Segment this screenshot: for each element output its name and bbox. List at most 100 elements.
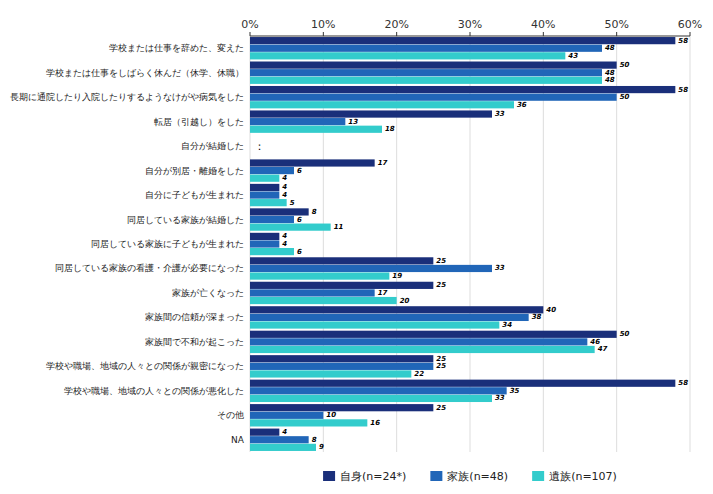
category-label: 自分に子どもが生まれた [145, 190, 244, 200]
tick-mark [543, 32, 544, 36]
tick-mark [616, 32, 617, 36]
data-label: 22 [414, 370, 424, 378]
tick-mark [690, 32, 691, 36]
bar [250, 419, 367, 426]
data-label: 18 [385, 125, 395, 133]
bar [250, 248, 294, 255]
data-label: 6 [297, 216, 302, 224]
bar [250, 395, 492, 402]
bar [250, 167, 294, 174]
bar [250, 355, 433, 362]
bar [250, 436, 309, 443]
data-label: 17 [378, 159, 388, 167]
data-label: 35 [510, 387, 520, 395]
bar [250, 150, 251, 157]
data-label: 38 [532, 313, 542, 321]
tick-mark [396, 32, 397, 36]
bar [250, 224, 331, 231]
category-label: 同居している家族に子どもが生まれた [91, 239, 244, 249]
bar [250, 338, 587, 345]
category-label: 学校や職場、地域の人々との関係が悪化した [64, 386, 244, 396]
tick-mark [470, 32, 471, 36]
data-label: 4 [282, 191, 287, 199]
data-label: 6 [297, 248, 302, 256]
data-label: 8 [312, 208, 317, 216]
tick-mark [323, 32, 324, 36]
bar [250, 77, 602, 84]
data-label: 8 [312, 436, 317, 444]
category-label: 家族が亡くなった [172, 288, 244, 298]
bar [250, 233, 279, 240]
data-label: 9 [319, 443, 324, 451]
tick-mark [250, 32, 251, 36]
category-label: 長期に通院したり入院したりするようなけがや病気をした [10, 92, 244, 102]
bar [250, 208, 309, 215]
data-label: 19 [392, 272, 402, 280]
y-axis: 学校または仕事を辞めた、変えた学校または仕事をしばらく休んだ（休学、休職） 長期に… [10, 43, 245, 445]
bar [250, 387, 507, 394]
legend-swatch [430, 471, 442, 481]
data-label: 11 [334, 223, 344, 231]
grid [250, 36, 690, 452]
bar [250, 444, 316, 451]
legend-label: 遺族(n=107) [549, 470, 617, 483]
bar [250, 52, 565, 59]
data-label: 33 [495, 394, 505, 402]
annotations: ： [254, 140, 265, 153]
tick-label: 60% [678, 18, 702, 31]
data-label: 48 [605, 76, 615, 84]
data-label: 25 [436, 281, 446, 289]
bar [250, 272, 389, 279]
bars [250, 37, 675, 451]
data-label: 25 [436, 404, 446, 412]
bar [250, 191, 279, 198]
category-label: 学校または仕事をしばらく休んだ（休学、休職） [46, 68, 244, 78]
data-label: 40 [546, 306, 556, 314]
legend-item: 遺族(n=107) [532, 470, 617, 483]
bar [250, 184, 279, 191]
data-label: 33 [495, 264, 505, 272]
data-label: 34 [502, 321, 512, 329]
bar [250, 126, 382, 133]
bar [250, 62, 617, 69]
data-label: 58 [678, 379, 688, 387]
data-label: 4 [282, 174, 287, 182]
bar [250, 289, 375, 296]
legend-label: 家族(n=48) [447, 470, 508, 483]
bar [250, 86, 675, 93]
data-label: 25 [436, 362, 446, 370]
tick-label: 10% [311, 18, 335, 31]
bar [250, 118, 345, 125]
category-label: 自分が別居・離婚をした [145, 166, 244, 176]
data-label: 13 [348, 118, 358, 126]
bar [250, 257, 433, 264]
bar [250, 101, 514, 108]
data-label: 48 [605, 44, 615, 52]
bar [250, 314, 529, 321]
data-label: 6 [297, 167, 302, 175]
bar [250, 94, 617, 101]
bar [250, 282, 433, 289]
legend-swatch [532, 471, 544, 481]
bar [250, 143, 251, 150]
bar [250, 159, 375, 166]
bar [250, 135, 251, 142]
category-label: 学校や職場、地域の人々との関係が親密になった [46, 361, 244, 371]
legend: 自身(n=24*) 家族(n=48) 遺族(n=107) [323, 470, 617, 483]
category-label: 学校または仕事を辞めた、変えた [109, 43, 244, 53]
bar [250, 37, 675, 44]
bar [250, 45, 602, 52]
legend-label: 自身(n=24*) [340, 470, 406, 483]
bar [250, 412, 323, 419]
category-label: 自分が結婚した [181, 141, 244, 151]
data-label: 17 [378, 289, 388, 297]
x-axis: 0%10%20%30%40%50%60% [241, 18, 702, 36]
category-label: NA [231, 435, 245, 445]
grid-line [690, 36, 691, 452]
data-label: 4 [282, 240, 287, 248]
tick-label: 40% [531, 18, 555, 31]
data-label: 4 [282, 428, 287, 436]
bar [250, 321, 499, 328]
data-label: 50 [620, 61, 630, 69]
bar [250, 429, 279, 436]
